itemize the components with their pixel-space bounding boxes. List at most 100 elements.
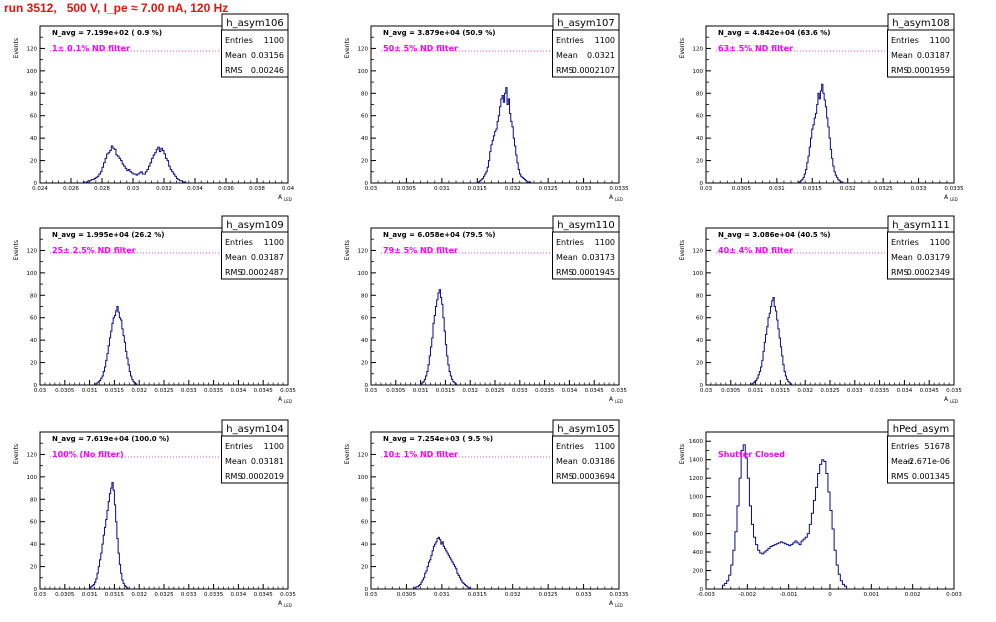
stats-value: 0.0002349 — [907, 268, 950, 277]
stats-label: RMS — [556, 268, 574, 277]
x-tick-label: 0.034 — [187, 186, 203, 192]
stats-value: 0.00246 — [251, 66, 284, 75]
y-tick-label: 1200 — [689, 476, 703, 482]
y-tick-label: 0 — [700, 587, 704, 593]
x-tick-label: 0.035 — [611, 388, 627, 394]
x-tick-label: 0.0335 — [535, 388, 555, 394]
x-tick-label: 0.031 — [82, 388, 98, 394]
stats-label: Entries — [225, 238, 253, 247]
stats-box — [221, 231, 289, 280]
stats-label: RMS — [891, 66, 909, 75]
y-tick-label: 0 — [34, 181, 38, 187]
x-tick-label: 0.003 — [946, 592, 962, 598]
x-tick-label: 0.033 — [181, 592, 197, 598]
histogram-line — [420, 289, 458, 385]
x-tick-label: 0.0305 — [55, 592, 75, 598]
y-tick-label: 40 — [361, 542, 368, 548]
stats-box — [552, 435, 620, 484]
filter-annotation: 100% (No filter) — [52, 450, 124, 459]
y-tick-label: 20 — [696, 361, 703, 367]
filter-annotation: 63± 5% ND filter — [718, 44, 793, 53]
x-axis-label-sub: LED — [284, 603, 292, 608]
stats-value: 1100 — [264, 238, 284, 247]
y-tick-label: 0 — [365, 181, 369, 187]
x-tick-label: 0.0305 — [397, 592, 417, 598]
x-tick-label: 0.0335 — [204, 592, 224, 598]
stats-label: Entries — [556, 442, 584, 451]
y-tick-label: 60 — [361, 520, 368, 526]
stats-label: Mean — [891, 457, 913, 466]
y-tick-label: 120 — [27, 248, 38, 254]
y-tick-label: 60 — [361, 114, 368, 120]
y-tick-label: 20 — [30, 159, 37, 165]
x-tick-label: 0.03 — [365, 592, 378, 598]
y-tick-label: 60 — [30, 316, 37, 322]
stats-value: 1100 — [930, 238, 950, 247]
stats-label: Mean — [556, 51, 578, 60]
x-tick-label: 0.0325 — [154, 388, 174, 394]
x-tick-label: 0.03 — [700, 186, 713, 192]
x-tick-label: 0.032 — [462, 388, 478, 394]
y-tick-label: 800 — [693, 513, 704, 519]
x-tick-label: 0.0305 — [386, 388, 406, 394]
x-tick-label: 0.033 — [576, 186, 592, 192]
stats-label: RMS — [891, 268, 909, 277]
stats-value: 0.03156 — [251, 51, 284, 60]
histogram-panel-h_asym110: 0 20 40 60 80 100 120 0.03 0.0305 0.031 0.0315 0.03… — [344, 215, 627, 404]
x-tick-label: 0 — [828, 592, 832, 598]
x-tick-label: 0.0325 — [539, 186, 559, 192]
x-tick-label: 0.0335 — [609, 592, 629, 598]
stats-value: 0.03181 — [251, 457, 284, 466]
histogram-line — [413, 536, 472, 589]
y-tick-label: 1000 — [689, 495, 703, 501]
stats-value: 0.0321 — [587, 51, 615, 60]
stats-value: 51678 — [925, 442, 950, 451]
histogram-line — [797, 83, 844, 183]
y-axis-label: Events — [679, 38, 686, 58]
stats-box — [887, 435, 955, 484]
y-tick-label: 40 — [30, 136, 37, 142]
y-tick-label: 100 — [358, 271, 369, 277]
x-tick-label: 0.0315 — [436, 388, 456, 394]
stats-value: 0.0001959 — [907, 66, 950, 75]
histogram-name: h_asym108 — [892, 18, 949, 29]
x-tick-label: 0.031 — [434, 592, 450, 598]
filter-annotation: 79± 5% ND filter — [383, 246, 458, 255]
stats-value: 0.0002019 — [241, 472, 284, 481]
x-tick-label: 0.03 — [34, 592, 47, 598]
y-axis-label: Events — [344, 444, 351, 464]
x-tick-label: 0.031 — [413, 388, 429, 394]
stats-value: 0.03186 — [582, 457, 615, 466]
x-tick-label: 0.0315 — [468, 592, 488, 598]
y-tick-label: 80 — [696, 293, 703, 299]
y-tick-label: 80 — [30, 497, 37, 503]
histogram-panel-h_asym111: 0 20 40 60 80 100 120 0.03 0.0305 0.031 0.0315 0.03… — [679, 215, 962, 404]
x-tick-label: 0.0315 — [771, 388, 791, 394]
stats-value: 0.03179 — [917, 253, 950, 262]
navg-label: N_avg = 6.058e+04 (79.5 %) — [383, 231, 495, 239]
x-tick-label: 0.0325 — [485, 388, 505, 394]
x-tick-label: 0.04 — [282, 186, 295, 192]
histogram-name: h_asym105 — [557, 424, 614, 435]
stats-value: 1100 — [264, 442, 284, 451]
y-tick-label: 40 — [696, 338, 703, 344]
stats-value: 1100 — [264, 36, 284, 45]
x-tick-label: 0.0325 — [820, 388, 840, 394]
y-tick-label: 20 — [361, 361, 368, 367]
x-tick-label: 0.035 — [280, 388, 296, 394]
x-axis-label-sub: LED — [950, 399, 958, 404]
stats-label: RMS — [225, 472, 243, 481]
x-tick-label: 0.033 — [911, 186, 927, 192]
x-tick-label: 0.026 — [63, 186, 79, 192]
x-tick-label: 0.034 — [897, 388, 913, 394]
stats-box — [887, 29, 955, 78]
x-tick-label: 0.0315 — [468, 186, 488, 192]
stats-label: Entries — [556, 238, 584, 247]
y-axis-label: Events — [13, 38, 20, 58]
y-tick-label: 20 — [361, 159, 368, 165]
stats-box — [552, 29, 620, 78]
y-tick-label: 40 — [361, 136, 368, 142]
y-tick-label: 200 — [693, 569, 704, 575]
stats-box — [887, 231, 955, 280]
x-tick-label: 0.031 — [769, 186, 785, 192]
